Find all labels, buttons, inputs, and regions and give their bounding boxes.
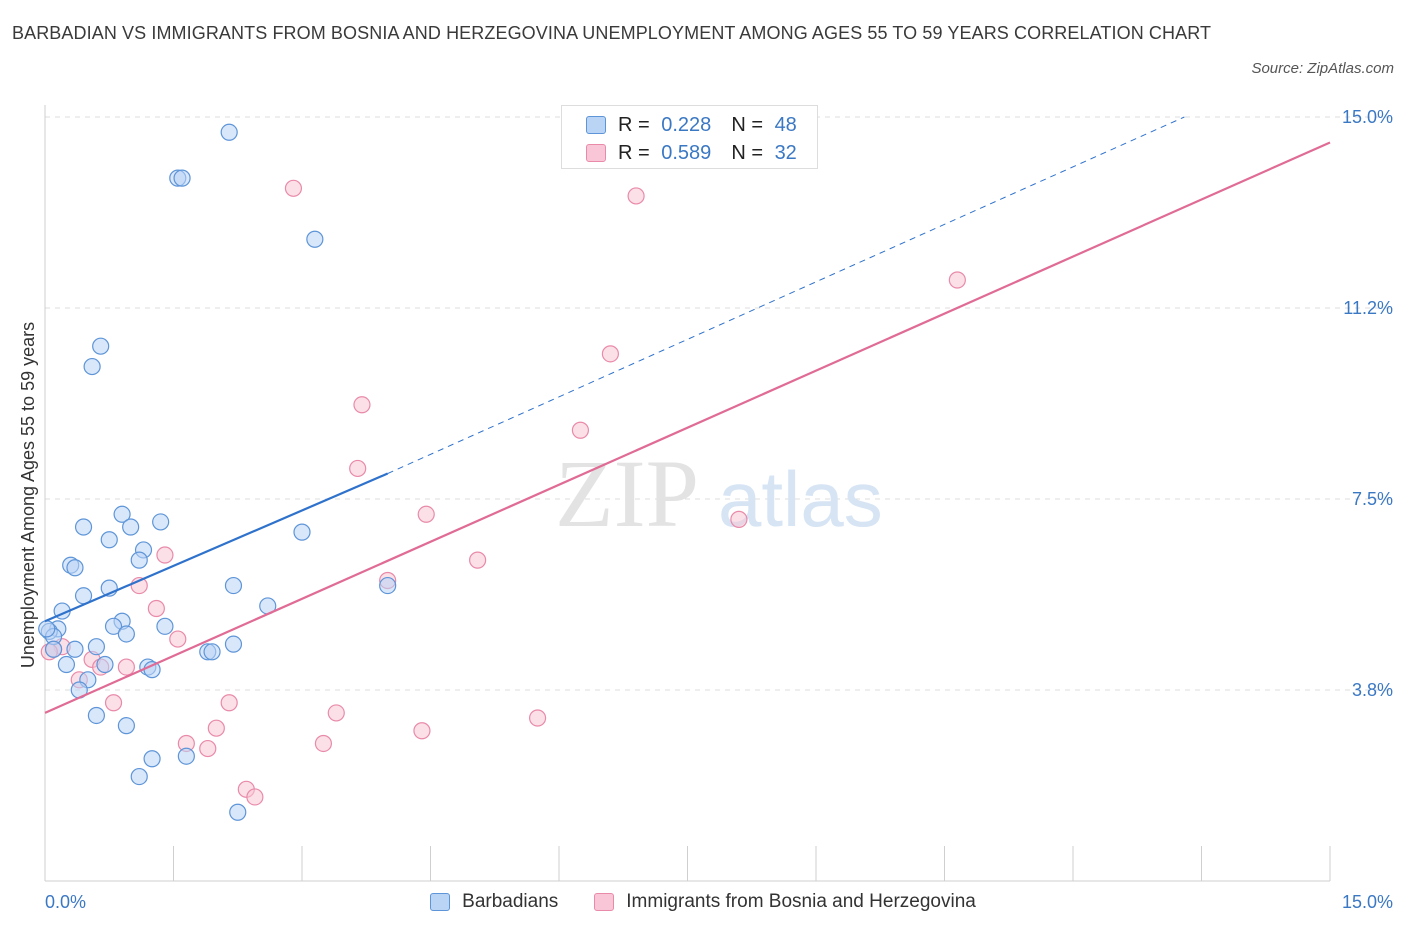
- barbadian-point: [152, 513, 170, 531]
- r-value: 0.228: [661, 113, 712, 136]
- barbadian-point: [104, 617, 123, 635]
- bosnia-point: [117, 658, 135, 676]
- n-value: 32: [774, 141, 797, 164]
- bosnia-point: [948, 271, 966, 289]
- n-label: N =: [731, 141, 763, 164]
- barbadian-point: [96, 655, 114, 674]
- bosnia-point: [528, 709, 547, 727]
- bosnia-point: [220, 694, 238, 712]
- r-label: R =: [618, 141, 650, 164]
- barbadian-point: [117, 625, 135, 643]
- bosnia-point: [169, 630, 187, 648]
- y-tick-label: 7.5%: [1352, 489, 1393, 509]
- barbadian-point: [306, 230, 324, 248]
- barbadian-point: [38, 620, 56, 638]
- y-axis-title: Unemployment Among Ages 55 to 59 years: [18, 322, 38, 668]
- legend-label-bosnia: Immigrants from Bosnia and Herzegovina: [626, 891, 976, 912]
- barbadian-point: [87, 638, 106, 656]
- x-tick-label-max: 15.0%: [1342, 892, 1393, 912]
- barbadian-point: [130, 551, 148, 569]
- bosnia-point: [601, 345, 620, 363]
- blue-swatch: [586, 116, 606, 134]
- barbadian-point: [66, 559, 84, 577]
- y-tick-label: 11.2%: [1343, 298, 1393, 318]
- barbadian-point: [224, 576, 243, 595]
- bosnia-point: [469, 551, 487, 569]
- stats-legend-row-pink: R = 0.589 N = 32: [586, 141, 797, 165]
- bosnia-point: [104, 694, 123, 712]
- barbadian-point: [130, 767, 148, 786]
- barbadian-point: [220, 123, 238, 141]
- watermark-atlas: atlas: [718, 455, 883, 543]
- barbadian-point: [83, 357, 101, 376]
- legend-label-barbadians: Barbadians: [462, 891, 559, 912]
- y-tick-label: 15.0%: [1342, 107, 1393, 127]
- axes-layer: [44, 105, 1331, 882]
- barbadian-point: [173, 169, 191, 187]
- barbadian-point: [229, 803, 247, 821]
- bosnia-point: [314, 734, 333, 753]
- barbadian-point: [203, 643, 221, 661]
- bosnia-point: [353, 396, 371, 414]
- grid-layer: [45, 116, 1395, 691]
- bosnia-point: [730, 510, 748, 528]
- bosnia-point: [349, 459, 367, 478]
- barbadian-point: [379, 576, 397, 595]
- barbadian-point: [100, 531, 118, 549]
- bosnia-point: [246, 788, 264, 806]
- stats-legend: R = 0.228 N = 48 R = 0.589 N = 32: [561, 105, 818, 169]
- barbadian-point: [57, 655, 76, 674]
- blue-swatch: [430, 893, 451, 911]
- legend-item-bosnia[interactable]: Immigrants from Bosnia and Herzegovina: [594, 891, 976, 913]
- bosnia-point: [327, 704, 345, 722]
- bosnia-point: [147, 599, 165, 618]
- bosnia-point: [417, 505, 435, 523]
- barbadian-point: [66, 640, 84, 658]
- barbadian-point: [117, 717, 135, 735]
- barbadian-trend-extension: [387, 116, 1185, 474]
- pink-swatch: [586, 144, 606, 162]
- stats-legend-row-blue: R = 0.228 N = 48: [586, 113, 797, 137]
- series-legend: Barbadians Immigrants from Bosnia and He…: [0, 889, 1406, 915]
- legend-item-barbadians[interactable]: Barbadians: [430, 891, 558, 913]
- n-value: 48: [774, 113, 797, 136]
- pink-swatch: [594, 893, 615, 911]
- barbadian-point: [224, 635, 243, 653]
- bosnia-point: [199, 739, 217, 758]
- barbadian-point: [156, 617, 174, 635]
- x-tick-label-min: 0.0%: [45, 892, 86, 912]
- watermark-zip: ZIP: [555, 440, 699, 547]
- bosnia-point: [413, 722, 431, 740]
- bosnia-point: [156, 546, 174, 564]
- barbadian-point: [87, 706, 106, 725]
- bosnia-point: [627, 187, 645, 205]
- y-tick-label: 3.8%: [1352, 680, 1393, 700]
- barbadian-point: [44, 640, 63, 658]
- bosnia-trend-line: [44, 141, 1331, 714]
- barbadian-point: [143, 750, 161, 768]
- bosnia-point: [284, 179, 303, 197]
- n-label: N =: [731, 113, 763, 136]
- barbadian-point: [122, 518, 140, 536]
- bosnia-point: [571, 421, 590, 439]
- source-label: Source: ZipAtlas.com: [1251, 60, 1394, 77]
- barbadian-point: [177, 747, 195, 765]
- r-label: R =: [618, 113, 650, 136]
- barbadian-point: [74, 518, 93, 536]
- barbadian-point: [92, 337, 110, 355]
- tick-labels: 3.8% 7.5% 11.2% 15.0% 0.0% 15.0%: [45, 107, 1393, 912]
- bosnia-point: [207, 719, 225, 737]
- watermark: ZIP atlas: [555, 440, 883, 547]
- barbadian-trend-line: [44, 472, 389, 623]
- barbadian-point: [113, 505, 131, 523]
- chart-title: BARBADIAN VS IMMIGRANTS FROM BOSNIA AND …: [12, 23, 1212, 43]
- barbadian-point: [293, 523, 311, 541]
- r-value: 0.589: [661, 141, 712, 164]
- trend-lines: [44, 116, 1331, 714]
